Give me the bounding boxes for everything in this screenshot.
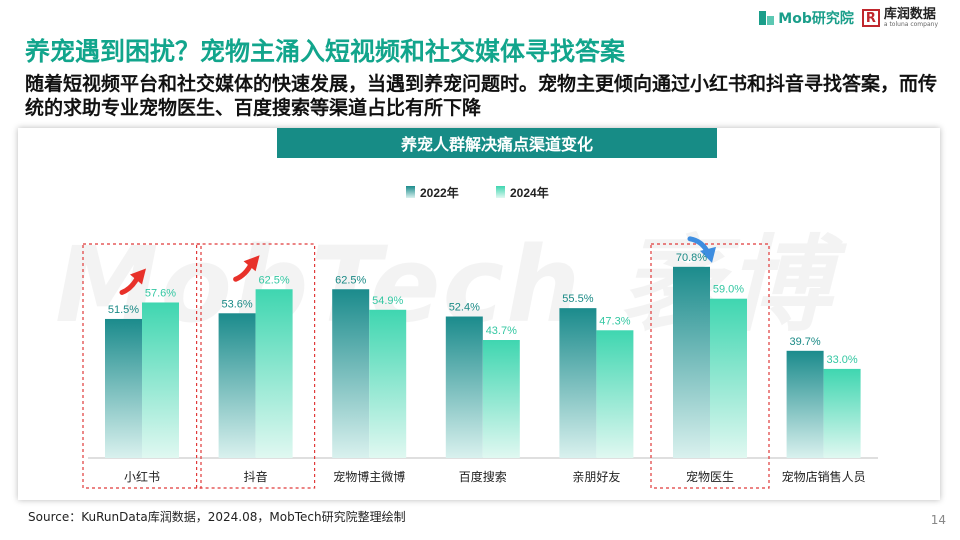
bar-value-label: 47.3% [599, 315, 630, 327]
bar-value-label: 33.0% [826, 354, 857, 366]
highlight-frame [196, 243, 316, 489]
legend-swatch-1 [406, 186, 415, 198]
bar-value-label: 52.4% [449, 302, 480, 314]
trend-up-arrow-head [243, 255, 260, 272]
x-tick-label: 宠物店销售人员 [782, 469, 866, 484]
bar-2 [369, 309, 407, 458]
bar-2 [142, 302, 179, 458]
bar-value-label: 51.5% [108, 304, 139, 316]
legend-label-2: 2024年 [510, 185, 549, 200]
highlight-frame [650, 243, 770, 489]
mob-logo-text: Mob研究院 [778, 11, 854, 27]
bar-value-label: 43.7% [486, 325, 517, 337]
legend-label-1: 2022年 [420, 185, 459, 200]
x-tick-label: 宠物博主微博 [333, 469, 405, 484]
bar-value-label: 62.5% [258, 274, 289, 286]
bar-value-label: 55.5% [562, 293, 593, 305]
bar-2 [710, 298, 747, 458]
trend-down-arrow-head [700, 246, 716, 263]
bar-value-label: 59.0% [713, 284, 744, 296]
bar-value-label: 54.9% [372, 295, 403, 307]
bar-value-label: 70.8% [676, 252, 707, 264]
logo-area: Mob研究院 R 库润数据 a toluna company [759, 8, 938, 28]
bar-2 [255, 289, 293, 458]
mob-logo: Mob研究院 [759, 8, 854, 28]
page-subtitle: 随着短视频平台和社交媒体的快速发展，当遇到养宠问题时。宠物主更倾向通过小红书和抖… [25, 73, 938, 119]
bar-1 [332, 289, 370, 458]
page-number: 14 [930, 513, 946, 527]
legend-swatch-2 [496, 186, 505, 198]
source-note: Source：KuRunData库润数据，2024.08，MobTech研究院整… [28, 510, 406, 524]
bar-2 [596, 330, 634, 458]
bar-value-label: 57.6% [145, 287, 176, 299]
bar-2 [482, 340, 520, 458]
chart-title: 养宠人群解决痛点渠道变化 [277, 128, 717, 158]
bar-1 [105, 318, 142, 458]
bar-value-label: 62.5% [335, 274, 366, 286]
bar-1 [218, 313, 256, 458]
x-tick-label: 宠物医生 [686, 469, 734, 484]
x-tick-label: 亲朋好友 [572, 470, 620, 484]
bar-1 [673, 266, 710, 458]
mob-logo-icon [759, 11, 775, 25]
x-tick-label: 小红书 [124, 469, 160, 484]
bar-value-label: 53.6% [221, 298, 252, 310]
bar-1 [445, 316, 483, 458]
bar-2 [823, 368, 861, 458]
page-title: 养宠遇到困扰？宠物主涌入短视频和社交媒体寻找答案 [25, 37, 626, 66]
kurun-logo-sub: a toluna company [883, 21, 938, 28]
kurun-logo-icon: R [861, 9, 880, 27]
bar-1 [786, 350, 824, 458]
bar-1 [559, 308, 597, 458]
kurun-logo: R 库润数据 a toluna company [861, 7, 938, 28]
kurun-logo-name: 库润数据 [883, 7, 936, 22]
x-tick-label: 百度搜索 [459, 469, 507, 484]
x-tick-label: 抖音 [244, 469, 268, 484]
highlight-frame [82, 243, 202, 489]
trend-up-arrow-head [130, 268, 146, 285]
bar-value-label: 39.7% [789, 336, 820, 348]
